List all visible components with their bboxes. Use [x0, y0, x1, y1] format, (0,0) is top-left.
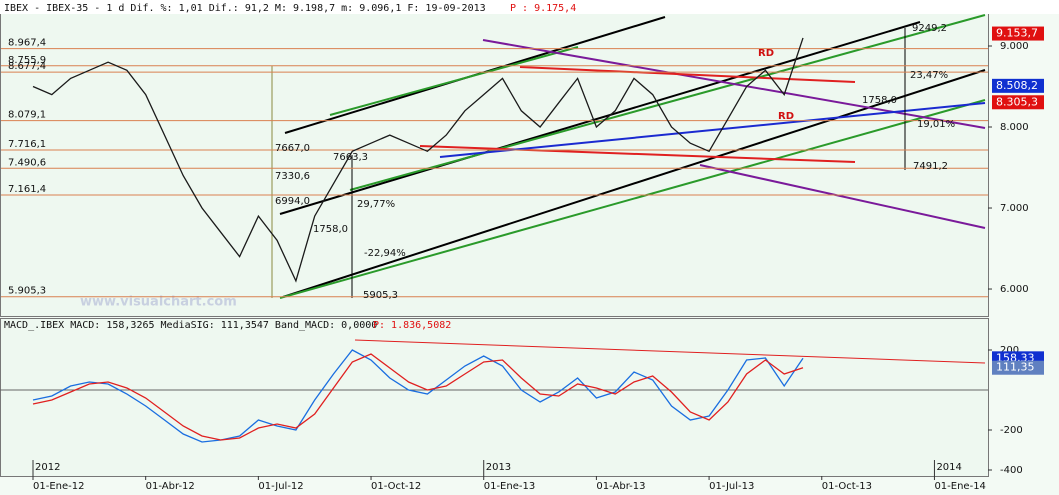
annotation: 9249,2 [912, 23, 947, 34]
y-tick-label: 9.000 [1000, 41, 1029, 52]
annotation: 1758,0 [313, 224, 348, 235]
annotation: 23,47% [910, 70, 948, 81]
price-tag [992, 360, 1044, 375]
level-label: 7.716,1 [8, 139, 46, 150]
x-tick-label: 01-Ene-14 [934, 481, 985, 492]
annotation: 7491,2 [913, 161, 948, 172]
level-label: 5.905,3 [8, 286, 46, 297]
year-label: 2014 [936, 462, 961, 473]
level-label: 8.967,4 [8, 38, 46, 49]
trend-line [519, 66, 856, 83]
x-tick-label: 01-Oct-13 [822, 481, 872, 492]
price-tag-label: 8.508,2 [996, 79, 1038, 92]
annotation: 5905,3 [363, 290, 398, 301]
y-tick-label: -400 [1000, 465, 1023, 476]
x-tick-label: 01-Oct-12 [371, 481, 421, 492]
trend-line [279, 21, 921, 215]
y-tick-label: 7.000 [1000, 203, 1029, 214]
price-tag-label: 9.153,7 [996, 27, 1038, 40]
header-info: IBEX - IBEX-35 - 1 d Dif. %: 1,01 Dif.: … [4, 3, 486, 14]
level-label: 8.755,9 [8, 55, 46, 66]
trend-line [354, 339, 986, 364]
annotation: 29,77% [357, 199, 395, 210]
level-label: 7.161,4 [8, 184, 46, 195]
annotation: 7663,3 [333, 152, 368, 163]
annotation: 1758,0 [862, 95, 897, 106]
trend-line [349, 14, 986, 191]
level-label: 7.490,6 [8, 157, 46, 168]
annotation: 7330,6 [275, 171, 310, 182]
y-tick-label: -200 [1000, 425, 1023, 436]
header-last: P : 9.175,4 [510, 3, 576, 14]
x-tick-label: 01-Jul-12 [258, 481, 303, 492]
year-label: 2013 [486, 462, 511, 473]
annotation: 6994,0 [275, 196, 310, 207]
x-tick-label: 01-Jul-13 [709, 481, 754, 492]
trend-line [329, 46, 579, 116]
trend-line [279, 99, 986, 299]
macd-panel [0, 318, 989, 477]
price-tag [992, 26, 1044, 41]
trend-line [419, 145, 856, 163]
trend-lines [271, 14, 986, 364]
price-tag [992, 95, 1044, 110]
trend-line [482, 39, 986, 129]
annotation: -22,94% [364, 248, 406, 259]
macd-title: MACD_.IBEX MACD: 158,3265 MediaSIG: 111,… [4, 320, 377, 331]
watermark: www.visualchart.com [80, 295, 237, 310]
annotation: 19,01% [917, 119, 955, 130]
level-label: 8.079,1 [8, 110, 46, 121]
y-tick-label: 6.000 [1000, 284, 1029, 295]
series-line [32, 353, 804, 441]
annotation: RD [758, 48, 774, 59]
annotation: 7667,0 [275, 143, 310, 154]
trend-line [699, 164, 986, 229]
x-tick-label: 01-Abr-12 [146, 481, 195, 492]
x-tick-label: 01-Abr-13 [596, 481, 645, 492]
level-label: 8.677,4 [8, 61, 46, 72]
series-line [32, 349, 804, 443]
x-tick-label: 01-Ene-13 [484, 481, 535, 492]
header-bar [0, 0, 1059, 14]
series-line [32, 37, 804, 283]
price-panel [0, 0, 989, 317]
trend-line [439, 102, 986, 158]
price-tag-label: 8.305,3 [996, 95, 1038, 108]
annotation: RD [778, 111, 794, 122]
macd-last: P: 1.836,5082 [373, 320, 451, 331]
price-tag [992, 78, 1044, 93]
y-tick-label: 200 [1000, 345, 1019, 356]
y-tick-label: 8.000 [1000, 122, 1029, 133]
x-tick-label: 01-Ene-12 [33, 481, 84, 492]
year-label: 2012 [35, 462, 60, 473]
price-tag-label: 111,35 [996, 361, 1035, 374]
